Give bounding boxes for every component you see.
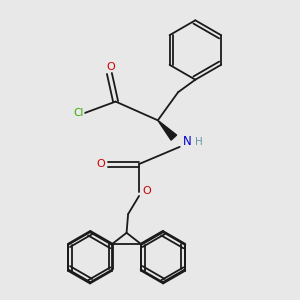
Text: O: O	[106, 61, 115, 72]
Text: Cl: Cl	[74, 108, 84, 118]
Text: O: O	[97, 159, 105, 169]
Polygon shape	[158, 120, 177, 140]
Text: N: N	[182, 135, 191, 148]
Text: O: O	[142, 186, 151, 196]
Text: H: H	[195, 136, 202, 147]
